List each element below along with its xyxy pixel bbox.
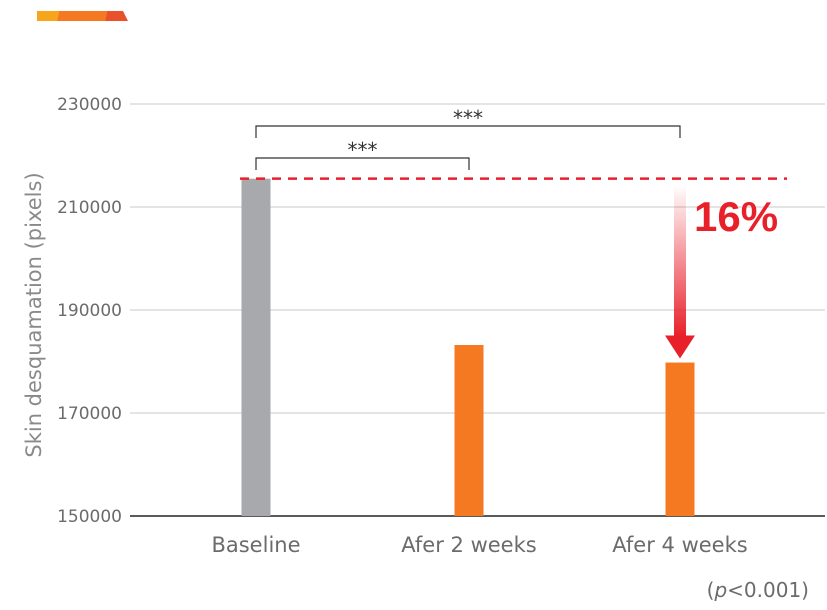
strip-segment-orange	[57, 11, 107, 21]
reduction-arrow-shaft	[674, 184, 686, 337]
y-tick-label: 170000	[57, 404, 122, 424]
y-tick-label: 190000	[57, 301, 122, 321]
x-tick-label: Afer 4 weeks	[612, 533, 747, 557]
significance-label: ***	[453, 106, 483, 130]
bar	[454, 345, 484, 516]
bars	[241, 178, 695, 517]
header-color-strip	[37, 11, 128, 21]
y-tick-label: 230000	[57, 95, 122, 115]
reduction-percent-label: 16%	[694, 193, 778, 240]
strip-segment-red	[105, 11, 128, 21]
bar	[241, 178, 271, 517]
x-tick-label: Baseline	[211, 533, 300, 557]
reduction-arrow-head	[665, 335, 695, 359]
annotations: *** *** 16%	[240, 106, 787, 359]
significance-bracket	[255, 157, 470, 170]
y-axis-ticks: 230000 210000 190000 170000 150000	[57, 95, 122, 527]
significance-bracket	[255, 125, 681, 138]
bar	[665, 362, 695, 516]
significance-label: ***	[348, 138, 378, 162]
y-axis-label: Skin desquamation (pixels)	[22, 172, 46, 457]
y-tick-label: 210000	[57, 198, 122, 218]
x-axis-labels: Baseline Afer 2 weeks Afer 4 weeks	[211, 533, 747, 557]
strip-segment-yellow	[37, 11, 59, 21]
p-value-note: (p<0.001)	[706, 578, 809, 602]
y-tick-label: 150000	[57, 507, 122, 527]
x-tick-label: Afer 2 weeks	[401, 533, 536, 557]
